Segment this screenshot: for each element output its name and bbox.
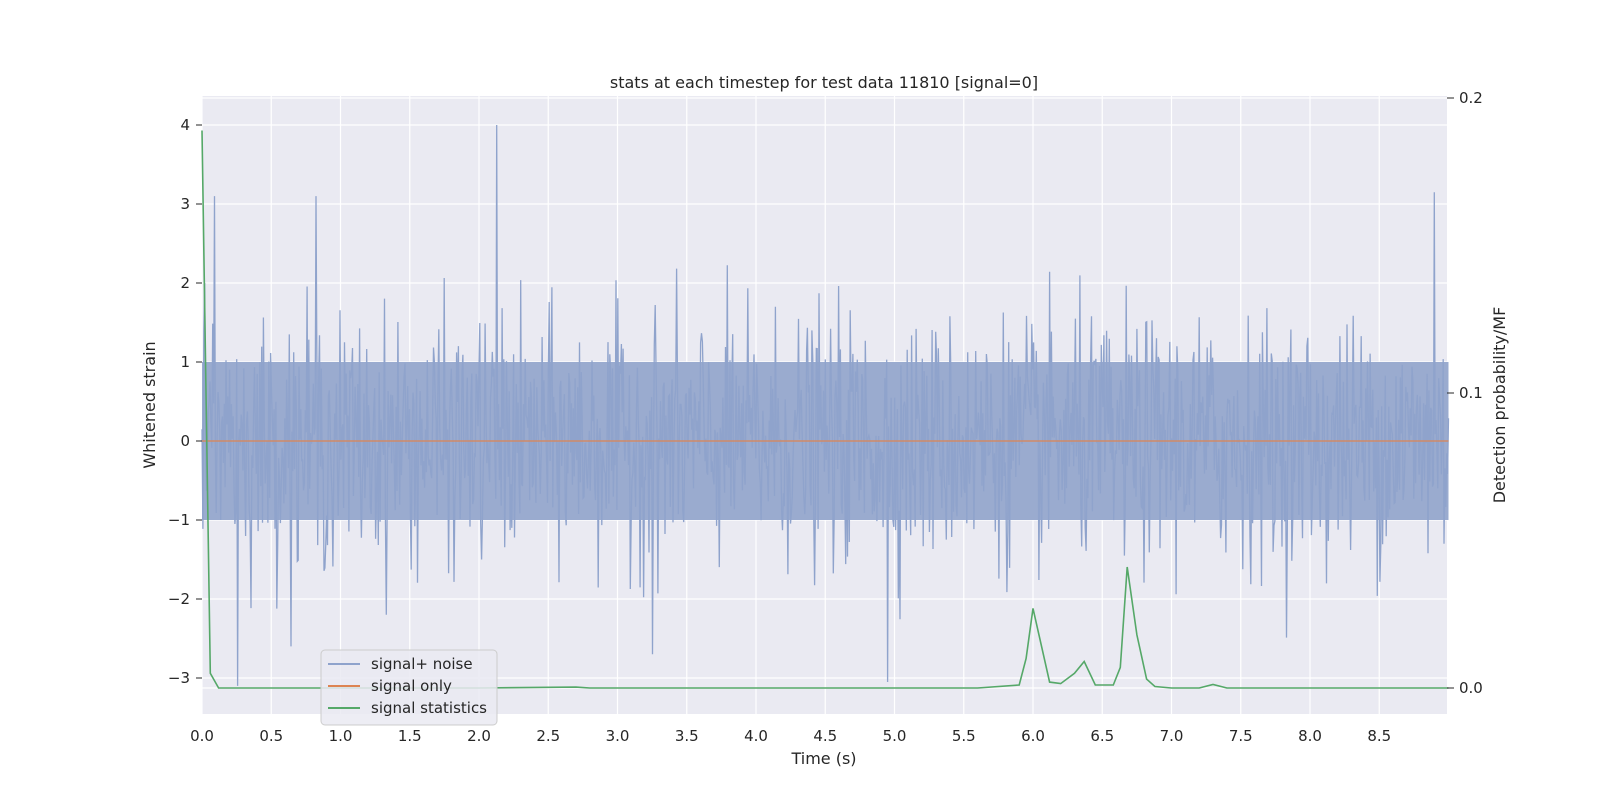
y-tick-label: −3 xyxy=(168,669,190,687)
x-tick-label: 7.0 xyxy=(1160,727,1184,745)
y-axis-label: Whitened strain xyxy=(140,341,159,468)
y-tick-label: 0 xyxy=(180,432,190,450)
x-tick-label: 6.0 xyxy=(1021,727,1045,745)
plot-area xyxy=(201,124,1450,689)
x-tick-label: 1.5 xyxy=(398,727,422,745)
x-tick-label: 4.5 xyxy=(813,727,837,745)
x-tick-label: 3.0 xyxy=(606,727,630,745)
x-tick-label: 7.5 xyxy=(1229,727,1253,745)
x-tick-label: 0.5 xyxy=(259,727,283,745)
y-tick-label: 1 xyxy=(180,353,190,371)
y2-tick-label: 0.0 xyxy=(1459,679,1483,697)
legend: signal+ noise signal only signal statist… xyxy=(320,649,498,726)
y-tick-label: 3 xyxy=(180,195,190,213)
x-tick-label: 8.5 xyxy=(1367,727,1391,745)
y2-axis-ticks: 0.0 0.1 0.2 xyxy=(1447,89,1483,697)
y2-tick-label: 0.2 xyxy=(1459,89,1483,107)
x-tick-label: 5.5 xyxy=(952,727,976,745)
x-tick-label: 5.0 xyxy=(883,727,907,745)
y-tick-label: −2 xyxy=(168,590,190,608)
chart-title: stats at each timestep for test data 118… xyxy=(610,73,1038,92)
y-tick-label: 2 xyxy=(180,274,190,292)
x-tick-label: 2.0 xyxy=(467,727,491,745)
legend-label-signal-noise: signal+ noise xyxy=(371,655,473,673)
x-tick-label: 4.0 xyxy=(744,727,768,745)
x-axis-ticks: 0.0 0.5 1.0 1.5 2.0 2.5 3.0 3.5 4.0 4.5 5.0 5.5 6.0 6… xyxy=(190,727,1391,745)
y-tick-label: −1 xyxy=(168,511,190,529)
y2-axis-label: Detection probability/MF xyxy=(1490,307,1509,504)
x-tick-label: 6.5 xyxy=(1090,727,1114,745)
y-axis-ticks: −3 −2 −1 0 1 2 3 4 xyxy=(168,116,202,687)
y-tick-label: 4 xyxy=(180,116,190,134)
x-tick-label: 0.0 xyxy=(190,727,214,745)
legend-label-signal-statistics: signal statistics xyxy=(371,699,487,717)
signal-noise-line xyxy=(201,124,1450,686)
legend-box xyxy=(320,649,498,726)
legend-label-signal-only: signal only xyxy=(371,677,452,695)
x-tick-label: 2.5 xyxy=(536,727,560,745)
x-tick-label: 1.0 xyxy=(329,727,353,745)
x-axis-label: Time (s) xyxy=(790,749,856,768)
y2-tick-label: 0.1 xyxy=(1459,384,1483,402)
x-tick-label: 3.5 xyxy=(675,727,699,745)
x-tick-label: 8.0 xyxy=(1298,727,1322,745)
